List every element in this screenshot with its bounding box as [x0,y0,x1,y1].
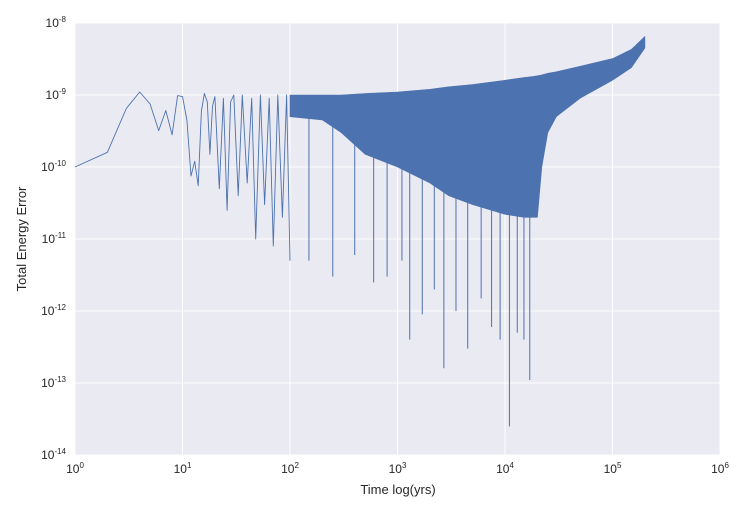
series-early-line [74,91,291,261]
x-axis-title: Time log(yrs) [360,482,435,497]
y-tick-label-1: 10-9 [46,87,67,102]
y-tick-label-5: 10-13 [41,375,66,390]
y-tick-labels: 10-8 10-9 10-10 10-11 10-12 10-13 10-14 [41,15,66,462]
y-tick-label-3: 10-11 [42,231,67,246]
x-tick-label-5: 105 [604,461,622,476]
y-tick-label-6: 10-14 [41,447,66,462]
x-tick-label-1: 101 [174,461,192,476]
x-tick-label-2: 102 [281,461,299,476]
x-tick-label-4: 104 [496,461,514,476]
x-tick-label-6: 106 [711,461,729,476]
series-layer [74,35,646,427]
y-axis-title: Total Energy Error [14,186,29,291]
x-tick-labels: 100 101 102 103 104 105 106 [66,461,729,476]
y-tick-label-0: 10-8 [46,15,67,30]
y-tick-label-2: 10-10 [41,159,66,174]
x-tick-label-3: 103 [389,461,407,476]
y-tick-label-4: 10-12 [41,303,66,318]
x-tick-label-0: 100 [66,461,84,476]
